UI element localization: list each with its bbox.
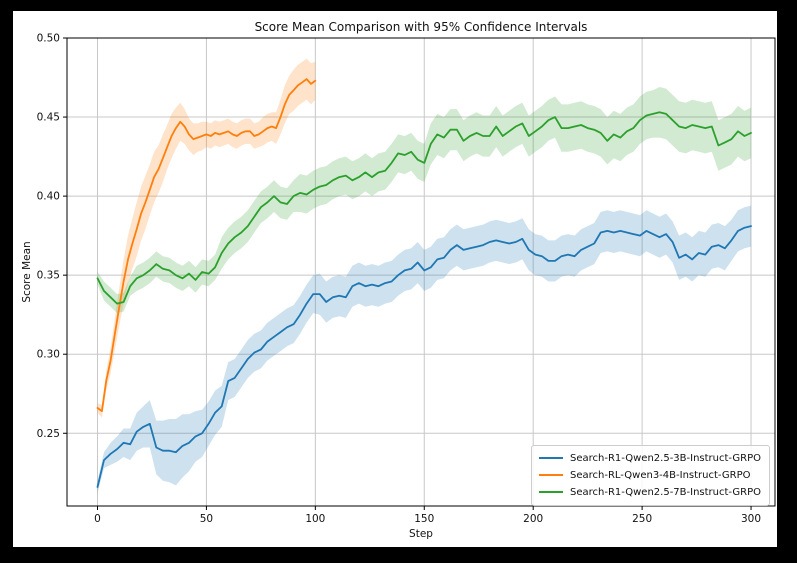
y-tick-label: 0.30 bbox=[37, 349, 60, 361]
legend-line-sample bbox=[539, 474, 563, 476]
x-tick-label: 250 bbox=[632, 513, 652, 525]
confidence-band bbox=[97, 87, 751, 314]
chart-title: Score Mean Comparison with 95% Confidenc… bbox=[254, 20, 588, 34]
legend-label: Search-RL-Qwen3-4B-Instruct-GRPO bbox=[570, 469, 751, 481]
x-tick-label: 200 bbox=[523, 513, 543, 525]
legend-label: Search-R1-Qwen2.5-3B-Instruct-GRPO bbox=[570, 452, 761, 464]
legend-item: Search-R1-Qwen2.5-7B-Instruct-GRPO bbox=[539, 484, 761, 500]
legend: Search-R1-Qwen2.5-3B-Instruct-GRPO Searc… bbox=[531, 445, 770, 506]
y-tick-label: 0.50 bbox=[37, 33, 60, 45]
confidence-band bbox=[97, 58, 316, 418]
x-tick-label: 100 bbox=[305, 513, 325, 525]
legend-line-sample bbox=[539, 457, 563, 459]
y-axis-label: Score Mean bbox=[21, 241, 33, 303]
x-tick-label: 150 bbox=[414, 513, 434, 525]
x-tick-label: 300 bbox=[741, 513, 761, 525]
legend-item: Search-RL-Qwen3-4B-Instruct-GRPO bbox=[539, 467, 761, 483]
x-tick-label: 50 bbox=[200, 513, 213, 525]
confidence-band bbox=[97, 205, 751, 494]
x-tick-label: 0 bbox=[94, 513, 101, 525]
y-tick-label: 0.45 bbox=[37, 112, 60, 124]
y-tick-label: 0.35 bbox=[37, 270, 60, 282]
series-line bbox=[96, 78, 317, 413]
legend-label: Search-R1-Qwen2.5-7B-Instruct-GRPO bbox=[570, 486, 761, 498]
series-line bbox=[96, 111, 752, 305]
legend-line-sample bbox=[539, 491, 563, 493]
y-tick-label: 0.25 bbox=[37, 428, 60, 440]
x-axis-label: Step bbox=[409, 528, 433, 540]
series-line bbox=[96, 225, 752, 488]
y-tick-label: 0.40 bbox=[37, 191, 60, 203]
legend-item: Search-R1-Qwen2.5-3B-Instruct-GRPO bbox=[539, 450, 761, 466]
plot-border bbox=[66, 37, 776, 507]
